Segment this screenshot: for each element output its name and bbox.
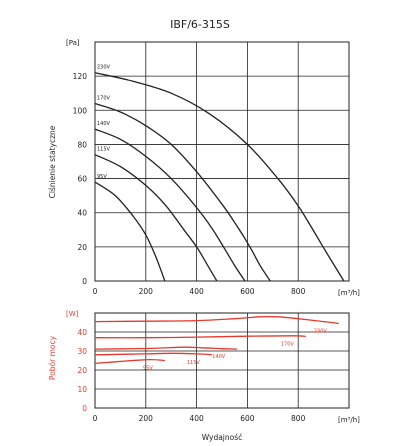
series-line-170V	[94, 102, 271, 282]
y-tick-label: 40	[77, 328, 87, 337]
series-line-230V	[94, 315, 339, 325]
y-tick-label: 120	[73, 72, 88, 81]
pressure-ticks: 0 200 400 600 800 0 20 40 60 80 100 120	[73, 72, 306, 296]
series-label-115V: 115V	[187, 360, 201, 366]
y-tick-label: 20	[77, 366, 87, 375]
x-tick-label: 400	[189, 287, 204, 296]
power-ticks: 0 200 400 600 800 0 10 20 30 40	[77, 328, 305, 423]
series-label-140V: 140V	[97, 121, 111, 127]
series-label-140V: 140V	[212, 354, 226, 360]
series-label-170V: 170V	[97, 95, 111, 101]
y-tick-label: 20	[77, 243, 87, 252]
series-line-95V	[94, 181, 166, 282]
series-label-115V: 115V	[97, 147, 111, 153]
y-tick-label: 40	[77, 209, 87, 218]
series-label-230V: 230V	[314, 328, 328, 334]
power-grid	[94, 312, 350, 409]
x-tick-label: 400	[189, 414, 204, 423]
x-tick-label: 200	[139, 414, 154, 423]
power-unit: [W]	[66, 310, 79, 318]
y-tick-label: 60	[77, 175, 87, 184]
y-tick-label: 80	[77, 140, 87, 149]
top-x-unit: [m³/h]	[338, 289, 360, 297]
plot-frame	[94, 41, 350, 282]
x-tick-label: 600	[240, 287, 255, 296]
x-tick-label: 0	[93, 414, 98, 423]
pressure-grid	[94, 41, 350, 282]
x-tick-label: 800	[291, 414, 306, 423]
y-tick-label: 30	[77, 347, 87, 356]
y-tick-label: 0	[82, 277, 87, 286]
power-axis-label: Pobór mocy	[48, 335, 57, 380]
series-label-170V: 170V	[281, 341, 295, 347]
x-tick-label: 200	[139, 287, 154, 296]
x-tick-label: 0	[93, 287, 98, 296]
series-label-95V: 95V	[97, 174, 107, 180]
series-line-115V	[94, 352, 212, 356]
bottom-x-unit: [m³/h]	[338, 416, 360, 424]
x-tick-label: 800	[291, 287, 306, 296]
series-line-115V	[94, 154, 218, 282]
x-tick-label: 600	[240, 414, 255, 423]
series-label-95V: 95V	[143, 366, 153, 372]
series-line-140V	[94, 128, 246, 282]
y-tick-label: 10	[77, 385, 87, 394]
series-line-170V	[94, 335, 306, 339]
plot-frame	[94, 312, 350, 409]
y-tick-label: 0	[82, 404, 87, 413]
pressure-axis-label: Ciśnienie statyczne	[48, 125, 57, 198]
pressure-unit: [Pa]	[66, 39, 80, 47]
series-line-95V	[94, 358, 165, 365]
series-label-230V: 230V	[97, 65, 111, 71]
pressure-curves: 230V 170V 140V 115V 95V	[94, 65, 345, 282]
series-line-140V	[94, 346, 238, 350]
x-axis-label: Wydajność	[202, 433, 243, 442]
series-line-230V	[94, 72, 345, 282]
power-curves: 230V 170V 140V 115V 95V	[94, 315, 339, 372]
chart-title: IBF/6-315S	[170, 18, 230, 31]
y-tick-label: 100	[73, 106, 88, 115]
